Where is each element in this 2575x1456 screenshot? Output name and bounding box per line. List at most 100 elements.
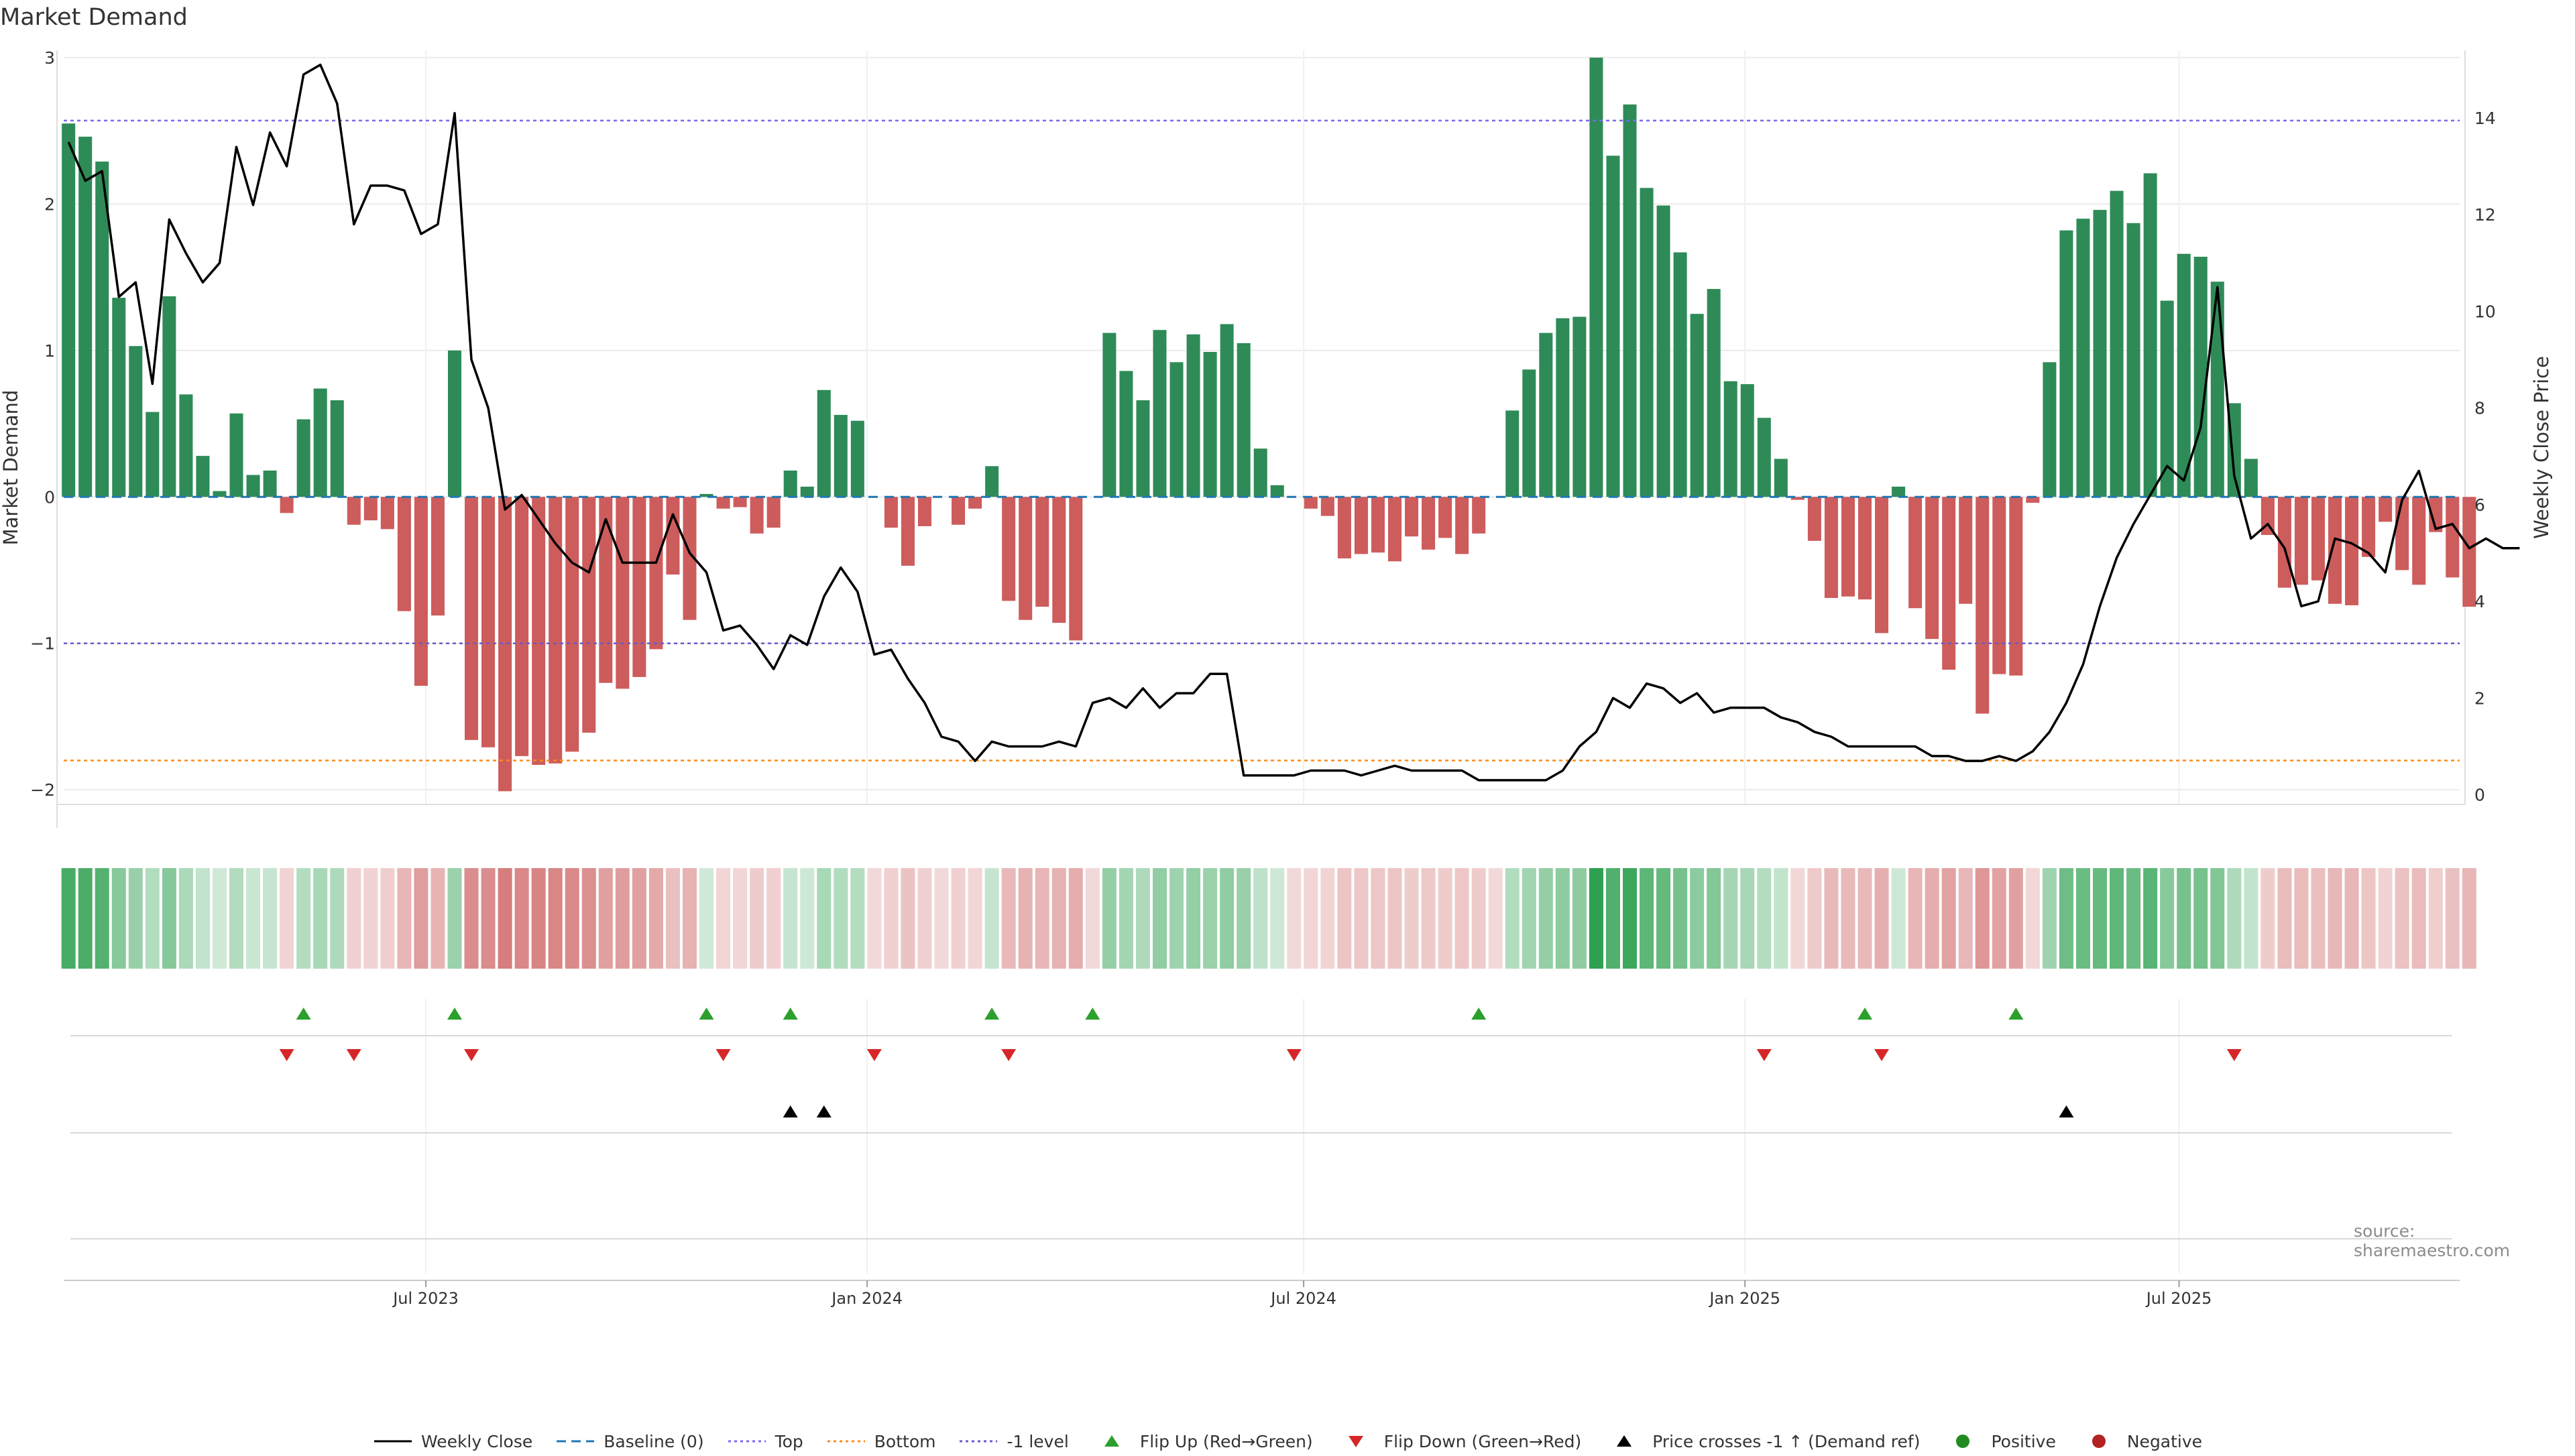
- demand-bar: [1455, 497, 1469, 554]
- demand-bar: [1270, 485, 1284, 497]
- legend-label: -1 level: [1007, 1431, 1069, 1451]
- demand-bar: [1740, 384, 1754, 497]
- demand-strip-cell: [598, 868, 613, 969]
- demand-strip-cell: [917, 868, 932, 969]
- demand-bar: [1186, 334, 1200, 497]
- demand-bar: [1807, 497, 1821, 541]
- demand-bar: [2446, 497, 2460, 578]
- left-y-tick-label: −2: [30, 780, 55, 800]
- demand-bar: [850, 420, 864, 497]
- demand-bar: [2110, 190, 2124, 497]
- circle-icon: [2092, 1435, 2106, 1448]
- flip-up-marker: [2008, 1008, 2024, 1020]
- demand-bar: [1790, 497, 1805, 500]
- demand-bar: [2177, 253, 2191, 497]
- demand-strip-cell: [648, 868, 663, 969]
- demand-bar: [1438, 497, 1452, 538]
- demand-strip-cell: [1605, 868, 1620, 969]
- demand-bar: [683, 497, 697, 620]
- demand-strip-cell: [1807, 868, 1822, 969]
- demand-bar: [1656, 205, 1670, 497]
- demand-bar: [229, 413, 243, 497]
- demand-bar: [1908, 497, 1923, 609]
- demand-strip-cell: [632, 868, 646, 969]
- demand-bar: [1203, 352, 1217, 497]
- demand-strip-cell: [414, 868, 428, 969]
- x-tick-label: Jul 2023: [392, 1289, 459, 1308]
- demand-bar: [750, 497, 764, 534]
- demand-bar: [582, 497, 596, 733]
- demand-bar: [1052, 497, 1066, 623]
- demand-strip-cell: [145, 868, 160, 969]
- demand-strip-cell: [1656, 868, 1671, 969]
- demand-bar: [766, 497, 781, 528]
- demand-strip-cell: [1387, 868, 1402, 969]
- demand-strip-cell: [2311, 868, 2326, 969]
- demand-strip-cell: [2378, 868, 2393, 969]
- demand-strip-cell: [2210, 868, 2225, 969]
- demand-strip-cell: [1119, 868, 1133, 969]
- demand-strip-cell: [2395, 868, 2409, 969]
- demand-bar: [2294, 497, 2308, 585]
- demand-bar: [1320, 497, 1334, 516]
- right-y-tick-label: 14: [2474, 109, 2496, 128]
- legend-label: Flip Up (Red→Green): [1139, 1431, 1313, 1451]
- demand-strip-cell: [246, 868, 261, 969]
- demand-bar: [515, 497, 529, 756]
- demand-bar: [1824, 497, 1838, 598]
- demand-strip-cell: [229, 868, 244, 969]
- demand-bar: [1959, 497, 1973, 604]
- demand-strip-cell: [212, 868, 227, 969]
- demand-bar: [800, 486, 814, 497]
- demand-strip-cell: [313, 868, 328, 969]
- demand-strip-cell: [1102, 868, 1117, 969]
- demand-strip-cell: [498, 868, 512, 969]
- demand-strip-cell: [1169, 868, 1184, 969]
- demand-strip-cell: [95, 868, 109, 969]
- demand-strip-cell: [1908, 868, 1923, 969]
- demand-strip-cell: [1438, 868, 1452, 969]
- legend-item: Negative: [2079, 1432, 2202, 1451]
- chart-title: Market Demand: [0, 4, 188, 31]
- demand-bar: [1422, 497, 1436, 550]
- legend-item: Weekly Close: [373, 1432, 532, 1451]
- demand-bar: [313, 388, 327, 497]
- demand-bar: [1069, 497, 1083, 641]
- demand-bar: [2026, 497, 2040, 503]
- legend-item: Price crosses -1 ↑ (Demand ref): [1604, 1432, 1920, 1451]
- legend-item: -1 level: [958, 1431, 1069, 1451]
- demand-strip-cell: [2160, 868, 2175, 969]
- demand-bar: [2328, 497, 2342, 604]
- demand-bar: [699, 493, 713, 497]
- demand-bar: [1237, 343, 1251, 497]
- demand-bar: [330, 400, 344, 497]
- demand-strip-cell: [464, 868, 479, 969]
- demand-bar: [431, 497, 445, 616]
- flip-up-marker: [699, 1008, 714, 1020]
- right-y-tick-label: 6: [2474, 495, 2485, 515]
- dotted-line: [827, 1440, 865, 1443]
- demand-strip-cell: [2193, 868, 2208, 969]
- demand-bar: [1387, 497, 1402, 562]
- demand-strip-cell: [2143, 868, 2158, 969]
- demand-strip-cell: [1186, 868, 1201, 969]
- demand-bar: [884, 497, 898, 528]
- demand-strip-cell: [1085, 868, 1100, 969]
- demand-bar: [1690, 314, 1704, 497]
- demand-bar: [78, 136, 93, 497]
- demand-bar: [498, 497, 512, 792]
- legend-label: Positive: [1991, 1431, 2056, 1451]
- demand-bar: [2244, 459, 2258, 497]
- y-axis-title: Market Demand: [0, 390, 22, 546]
- demand-bar: [1673, 252, 1687, 497]
- demand-strip-cell: [128, 868, 143, 969]
- demand-bar: [1606, 156, 1620, 497]
- demand-bar: [632, 497, 646, 677]
- demand-bar: [465, 497, 479, 740]
- demand-strip-cell: [766, 868, 781, 969]
- demand-bar: [2462, 497, 2476, 607]
- demand-bar: [2126, 223, 2140, 497]
- demand-bar: [2345, 497, 2359, 605]
- demand-bar: [1539, 332, 1553, 497]
